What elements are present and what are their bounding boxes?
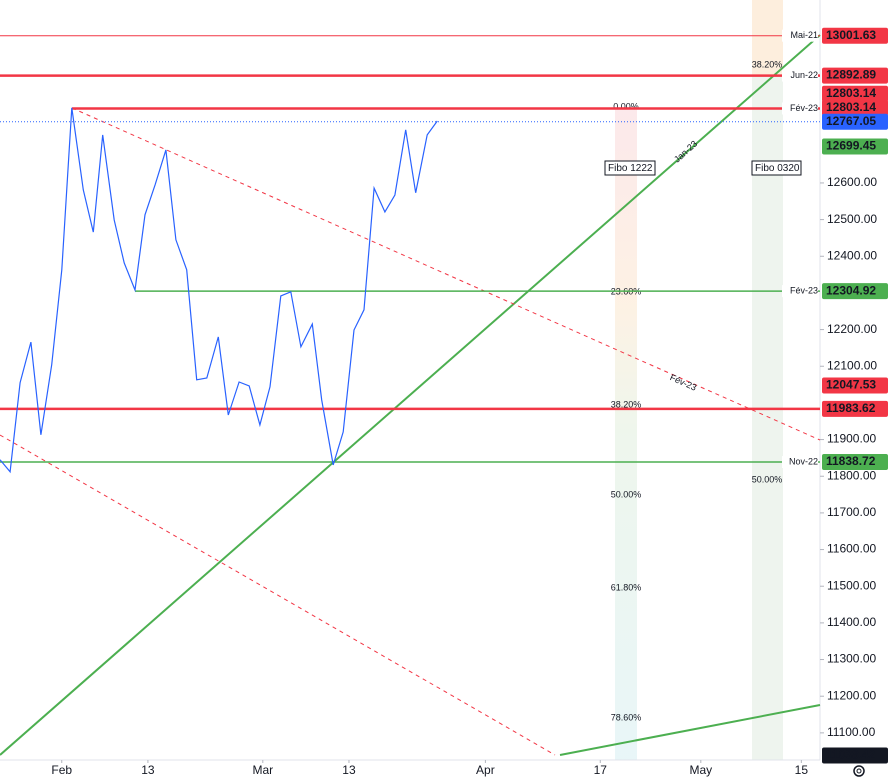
price-box: [822, 377, 888, 394]
y-tick-label: 12100.00: [827, 358, 877, 372]
y-tick-label: 12200.00: [827, 322, 877, 336]
x-tick-label: 13: [141, 763, 155, 777]
fib-zone: [752, 0, 783, 75]
price-box: [822, 747, 888, 764]
settings-icon[interactable]: [853, 765, 865, 777]
price-box-label: 11838.72: [826, 454, 876, 468]
x-tick-label: Apr: [476, 763, 495, 777]
price-box-label: 11038.42: [826, 748, 876, 762]
level-tag: Nov-22: [789, 456, 818, 466]
price-box-label: 11983.62: [826, 401, 876, 415]
level-tag: Fév-23: [790, 103, 818, 113]
level-tag: Jun-22: [790, 70, 818, 80]
fib-zone: [752, 75, 783, 760]
x-tick-label: May: [689, 763, 712, 777]
y-tick-label: 12500.00: [827, 212, 877, 226]
price-box: [822, 138, 888, 155]
fib-level-label: 50.00%: [611, 489, 642, 499]
fib-name: Fibo 1222: [608, 163, 653, 174]
price-box: [822, 400, 888, 417]
price-box-label: 12803.14: [826, 86, 876, 100]
price-box-label: 12699.45: [826, 139, 876, 153]
y-tick-label: 11100.00: [827, 725, 876, 739]
price-box: [822, 283, 888, 300]
level-tag-bg: [782, 285, 818, 298]
y-tick-label: 12600.00: [827, 175, 877, 189]
fib-level-label: 78.60%: [611, 712, 642, 722]
x-tick-label: 13: [342, 763, 356, 777]
x-tick-label: 15: [795, 763, 809, 777]
y-tick-label: 11300.00: [827, 652, 876, 666]
y-tick-label: 11400.00: [827, 615, 876, 629]
fib-name-box: [604, 160, 656, 176]
fib-level-label: 50.00%: [752, 474, 783, 484]
x-tick-label: Mar: [252, 763, 273, 777]
price-box: [822, 113, 888, 130]
fib-level-label: 0.00%: [613, 101, 639, 111]
fib-name-box: [751, 160, 802, 176]
trend-line: [0, 434, 556, 756]
price-box-label: 13001.63: [826, 28, 876, 42]
price-box-label: 12767.05: [826, 114, 876, 128]
price-line: [0, 107, 438, 474]
price-box-label: 12803.14: [826, 100, 876, 114]
y-tick-label: 12400.00: [827, 248, 877, 262]
fib-name: Fibo 0320: [755, 163, 800, 174]
price-box: [822, 67, 888, 84]
x-tick-label: 17: [594, 763, 608, 777]
price-box: [822, 454, 888, 471]
level-tag: Mai-21: [790, 30, 818, 40]
level-tag: Fév-23: [790, 285, 818, 295]
price-box: [822, 27, 888, 44]
price-box: [822, 99, 888, 116]
y-tick-label: 11800.00: [827, 468, 876, 482]
level-tag-bg: [782, 456, 818, 469]
level-tag-bg: [782, 29, 818, 42]
price-box-label: 12047.53: [826, 378, 876, 392]
y-tick-label: 11500.00: [827, 578, 876, 592]
fib-level-label: 38.20%: [611, 399, 642, 409]
trend-line: [559, 704, 821, 756]
fib-zone: [615, 107, 637, 760]
price-box: [822, 85, 888, 102]
y-tick-label: 11600.00: [827, 542, 876, 556]
fib-level-label: 38.20%: [752, 59, 783, 69]
y-tick-label: 11200.00: [827, 688, 876, 702]
trend-line: [71, 107, 821, 441]
x-tick-label: Feb: [51, 763, 72, 777]
level-tag-bg: [782, 102, 818, 115]
y-tick-label: 11700.00: [827, 505, 876, 519]
level-tag-bg: [782, 69, 818, 82]
y-tick-label: 11900.00: [827, 432, 876, 446]
trend-line: [0, 34, 821, 756]
price-box-label: 12892.89: [826, 68, 876, 82]
fib-level-label: 61.80%: [611, 582, 642, 592]
price-box-label: 12304.92: [826, 283, 876, 297]
